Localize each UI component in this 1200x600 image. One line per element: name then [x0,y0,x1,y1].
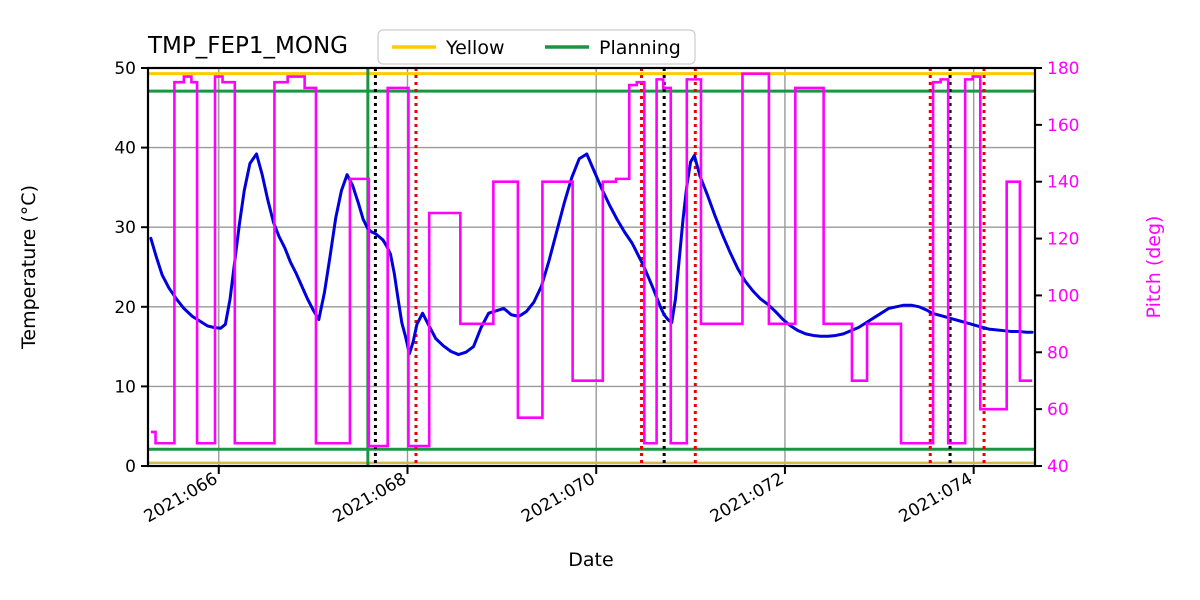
chart-legend[interactable]: Yellow Planning [377,29,696,65]
x-axis-ticks: 2021:066 2021:068 2021:070 2021:072 2021:074 [141,466,976,527]
y-tick-label-left: 40 [114,139,136,159]
legend-label-yellow: Yellow [445,37,505,59]
x-tick-label: 2021:066 [141,469,222,527]
axes-frame [146,66,1037,468]
y-tick-label-left: 30 [114,218,136,238]
y-tick-label-right: 120 [1047,230,1079,250]
y-axis-right-title: Pitch (deg) [1143,216,1165,319]
vertical-event-lines [366,68,986,466]
y-tick-label-right: 160 [1047,116,1079,136]
y-axis-right-ticks: 40 60 80 100 120 140 160 180 [1035,59,1079,477]
x-tick-label: 2021:072 [707,469,788,527]
series-line-pitch [150,72,1033,448]
y-tick-label-left: 50 [114,59,136,79]
y-axis-left-ticks: 0 10 20 30 40 50 [114,59,148,477]
y-tick-label-left: 0 [125,457,136,477]
y-axis-left-title: Temperature (°C) [18,185,40,350]
y-tick-label-left: 20 [114,298,136,318]
series-line-temperature [149,152,1034,357]
y-tick-label-right: 180 [1047,59,1079,79]
y-tick-label-right: 40 [1047,457,1069,477]
chart-title: TMP_FEP1_MONG [147,33,348,59]
x-tick-label: 2021:074 [896,469,977,527]
y-tick-label-right: 80 [1047,343,1069,363]
limit-lines [148,72,1035,465]
x-tick-label: 2021:068 [329,469,410,527]
x-axis-title: Date [568,549,613,571]
x-tick-label: 2021:070 [518,469,599,527]
y-tick-label-left: 10 [114,377,136,397]
y-tick-label-right: 60 [1047,400,1069,420]
legend-label-planning: Planning [599,37,681,59]
data-series-layer [149,72,1034,448]
vertical-gridlines [218,68,975,466]
y-tick-label-right: 140 [1047,173,1079,193]
legend-background [377,29,696,65]
y-tick-label-right: 100 [1047,286,1079,306]
